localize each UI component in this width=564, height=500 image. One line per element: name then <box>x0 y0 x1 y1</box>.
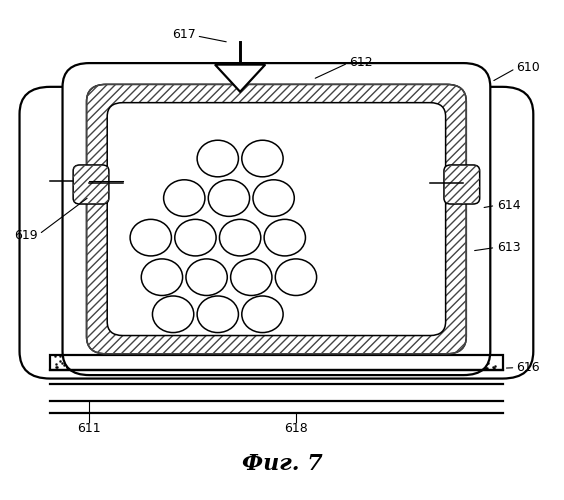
FancyBboxPatch shape <box>73 165 109 204</box>
Text: 618: 618 <box>284 422 308 434</box>
Circle shape <box>164 180 205 216</box>
Circle shape <box>275 259 316 296</box>
Circle shape <box>130 220 171 256</box>
Circle shape <box>175 220 216 256</box>
Circle shape <box>264 220 306 256</box>
Circle shape <box>242 296 283 333</box>
Bar <box>50 370 503 401</box>
Text: 616: 616 <box>517 361 540 374</box>
Text: 619: 619 <box>14 228 37 241</box>
FancyBboxPatch shape <box>444 165 480 204</box>
FancyBboxPatch shape <box>63 63 490 375</box>
Circle shape <box>253 180 294 216</box>
FancyBboxPatch shape <box>107 102 446 336</box>
Circle shape <box>219 220 261 256</box>
FancyBboxPatch shape <box>20 87 534 378</box>
Circle shape <box>242 140 283 177</box>
Text: 614: 614 <box>497 199 521 212</box>
Text: 611: 611 <box>77 422 101 434</box>
Circle shape <box>186 259 227 296</box>
FancyBboxPatch shape <box>86 84 466 354</box>
Circle shape <box>141 259 183 296</box>
Circle shape <box>231 259 272 296</box>
Text: 613: 613 <box>497 241 521 254</box>
Text: 617: 617 <box>171 28 196 41</box>
Circle shape <box>208 180 250 216</box>
Text: 610: 610 <box>517 60 540 74</box>
Bar <box>50 355 503 370</box>
Circle shape <box>152 296 194 333</box>
Polygon shape <box>215 64 265 92</box>
Text: Фиг. 7: Фиг. 7 <box>241 452 323 474</box>
Bar <box>50 355 503 370</box>
Circle shape <box>197 296 239 333</box>
Text: 612: 612 <box>349 56 373 68</box>
Circle shape <box>197 140 239 177</box>
